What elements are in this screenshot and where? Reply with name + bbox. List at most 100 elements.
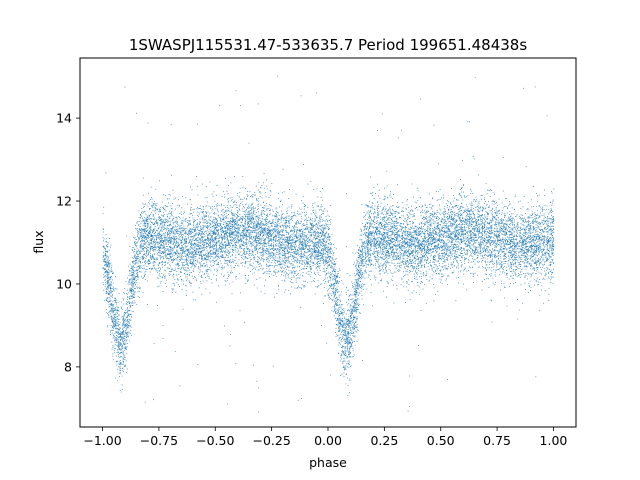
data-point [159, 275, 161, 277]
data-point [526, 221, 527, 223]
data-point [287, 240, 288, 242]
data-point [548, 272, 549, 273]
data-point [531, 257, 533, 259]
data-point [489, 237, 491, 238]
data-point [317, 271, 319, 273]
data-point [420, 243, 422, 245]
data-point [511, 222, 513, 224]
data-point [123, 341, 125, 342]
data-point [529, 258, 531, 260]
data-point [279, 251, 280, 252]
data-point [144, 243, 145, 245]
data-point [425, 275, 426, 277]
data-point [104, 257, 106, 259]
data-point [200, 263, 201, 265]
data-point [244, 197, 245, 199]
data-point [321, 209, 322, 211]
data-point [166, 216, 168, 218]
data-point [131, 272, 133, 274]
data-point [460, 247, 462, 249]
data-point [376, 248, 378, 249]
data-point [323, 238, 325, 239]
data-point [303, 238, 304, 240]
data-point [236, 241, 238, 243]
data-point [238, 254, 240, 255]
data-point [157, 268, 159, 269]
data-point [402, 247, 404, 249]
data-point [131, 275, 133, 276]
data-point [486, 229, 488, 230]
data-point [270, 226, 272, 228]
data-point [407, 244, 408, 245]
data-point [266, 223, 267, 225]
data-point [466, 222, 468, 224]
data-point [362, 248, 364, 249]
data-point [339, 270, 341, 271]
data-point [552, 230, 553, 231]
data-point [196, 251, 198, 253]
data-point [266, 270, 268, 272]
data-point [191, 239, 193, 241]
data-point [275, 249, 277, 250]
data-point [499, 228, 500, 230]
data-point [197, 240, 199, 242]
data-point [337, 285, 339, 287]
data-point [493, 192, 495, 194]
data-point [186, 259, 188, 260]
data-point [333, 283, 335, 285]
data-point [150, 249, 151, 251]
data-point [378, 231, 380, 232]
data-point [399, 257, 401, 259]
data-point [519, 262, 520, 264]
data-point [531, 239, 533, 241]
data-point [396, 252, 398, 253]
data-point [207, 239, 208, 241]
data-point [397, 222, 398, 223]
data-point [317, 223, 319, 225]
data-point [216, 301, 217, 303]
data-point [447, 284, 448, 285]
data-point [517, 318, 519, 320]
data-point [242, 220, 243, 221]
data-point [123, 321, 124, 322]
data-point [103, 261, 104, 263]
data-point [235, 90, 237, 92]
data-point [198, 267, 200, 269]
data-point [218, 266, 220, 268]
data-point [221, 256, 222, 258]
data-point [239, 236, 241, 238]
data-point [362, 273, 363, 275]
data-point [229, 260, 231, 262]
data-point [512, 259, 513, 260]
data-point [309, 248, 311, 250]
data-point [226, 280, 228, 282]
data-point [170, 234, 172, 236]
data-point [381, 224, 382, 226]
data-point [468, 222, 470, 224]
data-point [467, 121, 469, 123]
data-point [426, 255, 427, 257]
data-point [416, 242, 418, 244]
data-point [221, 247, 223, 248]
data-point [537, 269, 538, 270]
data-point [498, 240, 500, 241]
data-point [494, 240, 496, 242]
data-point [214, 232, 216, 233]
data-point [390, 222, 392, 224]
data-point [478, 241, 479, 243]
data-point [520, 229, 522, 230]
data-point [339, 303, 340, 305]
data-point [295, 244, 296, 245]
data-point [366, 248, 368, 250]
data-point [280, 269, 282, 271]
data-point [440, 270, 441, 272]
data-point [546, 247, 548, 249]
data-point [120, 355, 121, 357]
data-point [358, 274, 359, 275]
data-point [504, 239, 506, 241]
data-point [157, 223, 158, 224]
data-point [105, 251, 107, 253]
data-point [345, 334, 346, 336]
data-point [314, 202, 316, 204]
data-point [369, 232, 371, 234]
